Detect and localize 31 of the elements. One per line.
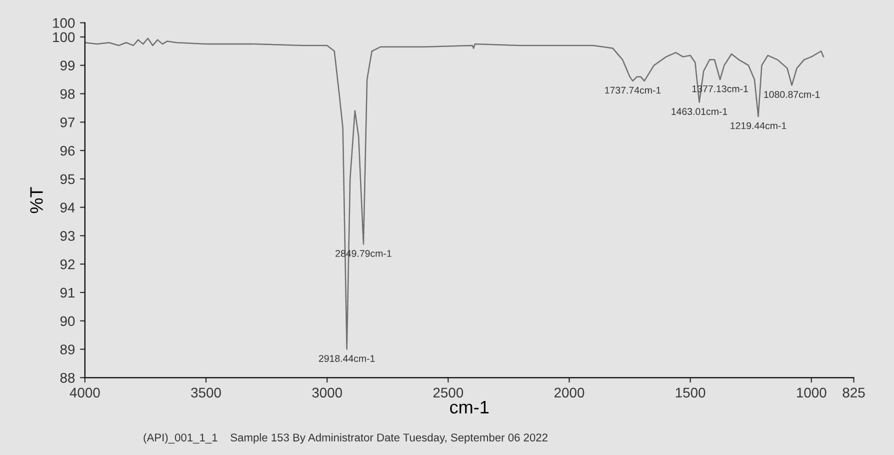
y-tick-label: 95 xyxy=(60,174,75,184)
y-tick-label: 90 xyxy=(60,316,75,326)
x-axis-title: cm-1 xyxy=(450,400,489,414)
y-axis-title: %T xyxy=(30,187,43,214)
x-tick-label: 2000 xyxy=(554,388,584,398)
y-tick-label: 98 xyxy=(60,89,75,99)
y-tick-label: 97 xyxy=(60,117,75,128)
y-tick-label: 88 xyxy=(60,372,75,383)
x-tick-label: 4000 xyxy=(70,388,100,398)
x-tick-label: 1000 xyxy=(797,388,826,398)
y-tick-label: 96 xyxy=(60,146,75,156)
y-tick-label: 100 xyxy=(53,18,75,28)
y-tick-label: 94 xyxy=(60,202,75,212)
y-tick-label: 92 xyxy=(60,259,75,270)
y-tick-label: 99 xyxy=(60,60,75,71)
x-tick-label: 2500 xyxy=(433,388,464,398)
y-tick-label: 93 xyxy=(60,231,75,241)
annotation: 1737.74cm-1 xyxy=(605,86,661,94)
y-tick-label: 91 xyxy=(60,288,75,298)
line-series xyxy=(84,38,824,350)
y-tick-label: 89 xyxy=(60,344,75,354)
text: (API)_001_1_1 Sample 153 By Administrator Date Tuesday, September 06 2022 xyxy=(144,433,548,444)
annotation: 1219.44cm-1 xyxy=(730,122,786,130)
annotation: 2918.44cm-1 xyxy=(318,355,375,362)
x-tick-label: 3500 xyxy=(191,388,221,398)
annotation: 1080.87cm-1 xyxy=(764,91,820,98)
x-tick-label: 825 xyxy=(842,388,865,398)
x-tick-label: 1500 xyxy=(676,388,706,398)
y-tick-label: 100 xyxy=(53,32,75,42)
annotation: 1463.01cm-1 xyxy=(672,108,728,115)
x-tick-label: 3000 xyxy=(312,388,342,398)
